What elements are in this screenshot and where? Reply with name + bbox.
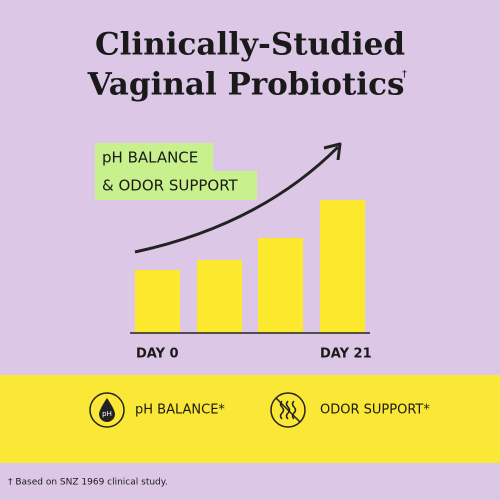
bars [135, 200, 365, 333]
day-label: DAY 0 [136, 347, 179, 362]
bar [258, 238, 303, 333]
bar [135, 270, 180, 333]
feature-label: ODOR SUPPORT* [320, 403, 430, 418]
badge-text: & ODOR SUPPORT [102, 177, 239, 195]
feature-label: pH BALANCE* [135, 403, 225, 418]
icon-circle [270, 392, 306, 428]
badge-box [95, 143, 213, 171]
footnote: † Based on SNZ 1969 clinical study. [8, 478, 168, 488]
arrow-head [323, 142, 342, 161]
day-label: DAY 21 [320, 347, 372, 362]
drop-icon [99, 398, 115, 422]
icon-text: pH [102, 410, 112, 418]
badge-text: pH BALANCE [102, 149, 198, 167]
badge-box [95, 171, 257, 200]
dagger: † [402, 69, 407, 80]
feature-band [0, 375, 500, 463]
bar [197, 260, 242, 333]
odor-icon [275, 397, 301, 423]
icon-circle [89, 392, 125, 428]
title-line: Vaginal Probiotics [87, 67, 405, 103]
trend-arrow [134, 145, 340, 254]
title-line: Clinically-Studied [95, 27, 405, 63]
bar [320, 200, 365, 333]
